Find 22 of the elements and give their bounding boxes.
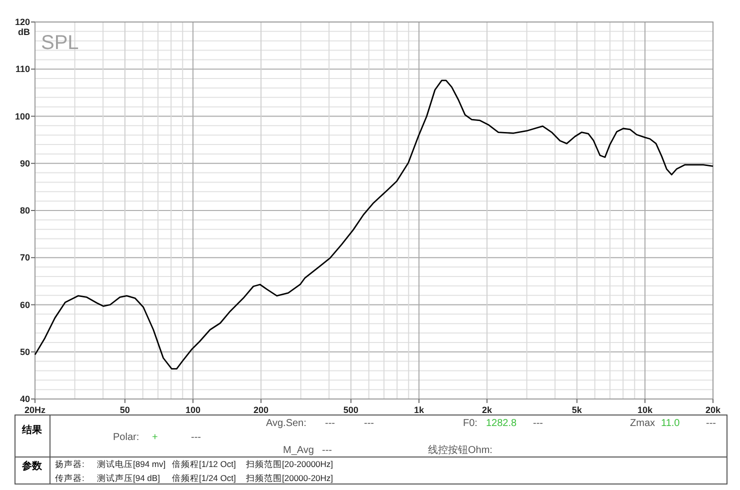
y-tick-label: 60: [20, 300, 30, 310]
x-tick-label: 100: [185, 405, 200, 415]
y-tick-label: 90: [20, 158, 30, 168]
y-tick-label: 50: [20, 346, 30, 357]
table: 结果 参数 Avg.Sen: --- --- F0: 1282.8 --- Zmax 11.0 --- Polar: + --- M_Avg --- 线控按钮Ohm: 扬声器: 测试电压[894 mv] 倍频程[1/12 Oct] 扫频范围[20-20000Hz] 传声器: 测试声压[94 dB] 倍频程[1/24 Oct] 扫频范围[20000-20Hz]: [14, 414, 728, 484]
y-tick-label: 120: [14, 17, 30, 27]
x-tick-label: 500: [343, 405, 358, 415]
x-tick-label: 2k: [482, 405, 493, 415]
y-tick-label: 80: [20, 206, 30, 216]
text: SPL: [41, 32, 79, 54]
y-tick-label: 70: [20, 252, 30, 263]
x-tick-label: 20Hz: [24, 405, 46, 415]
y-tick-label: 110: [15, 64, 30, 74]
x-tick-label: 10k: [637, 405, 654, 415]
y-tick-label: 40: [20, 394, 30, 404]
x-tick-label: 200: [253, 405, 269, 415]
y-axis-title: dB: [18, 27, 30, 37]
x-tick-label: 20k: [705, 405, 722, 415]
x-tick-label: 50: [120, 405, 130, 415]
y-tick-label: 100: [14, 111, 30, 122]
x-tick-label: 1k: [414, 405, 425, 415]
x-tick-label: 5k: [572, 405, 583, 415]
